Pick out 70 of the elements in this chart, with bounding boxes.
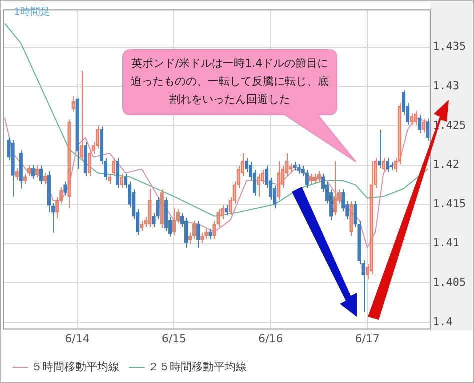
candlestick bbox=[72, 96, 76, 112]
candlestick bbox=[309, 173, 313, 185]
candlestick bbox=[390, 162, 394, 170]
candlestick bbox=[88, 150, 92, 177]
candlestick bbox=[112, 158, 116, 177]
candlestick bbox=[313, 173, 318, 185]
candlestick bbox=[68, 119, 72, 210]
x-tick-label: 6/16 bbox=[258, 332, 284, 346]
candlestick bbox=[224, 204, 228, 216]
candlestick bbox=[342, 189, 346, 212]
y-tick-label: 1.435 bbox=[433, 40, 466, 54]
candlestick bbox=[80, 70, 84, 162]
x-tick-label: 6/15 bbox=[162, 332, 187, 346]
x-tick-label: 6/17 bbox=[355, 332, 380, 346]
candlestick bbox=[15, 168, 19, 181]
legend-label: ２５時間移動平均線 bbox=[148, 360, 247, 374]
y-tick-label: 1.4 bbox=[433, 315, 454, 328]
candlestick bbox=[350, 200, 354, 237]
candlestick bbox=[108, 173, 112, 185]
candlestick bbox=[334, 160, 338, 216]
candlestick bbox=[208, 228, 212, 240]
candlestick bbox=[289, 163, 293, 173]
candlestick bbox=[293, 162, 297, 172]
candlestick bbox=[27, 164, 32, 177]
candlestick bbox=[172, 208, 176, 236]
candlestick bbox=[414, 110, 418, 126]
y-tick-label: 1.41 bbox=[433, 236, 460, 250]
candlestick bbox=[386, 158, 390, 173]
candlestick bbox=[244, 158, 249, 173]
y-tick-label: 1.415 bbox=[433, 197, 466, 210]
candlestick bbox=[200, 232, 204, 244]
y-tick-label: 1.405 bbox=[433, 276, 466, 290]
candlestick bbox=[426, 118, 430, 142]
candlestick bbox=[52, 202, 56, 234]
candlestick bbox=[164, 197, 168, 232]
candlestick bbox=[140, 220, 144, 232]
candlestick bbox=[160, 189, 164, 229]
candlestick bbox=[43, 172, 48, 185]
y-tick-label: 1.42 bbox=[433, 158, 460, 172]
legend-label: ５時間移動平均線 bbox=[32, 360, 120, 374]
annotation: 英ポンド/米ドルは一時1.4ドルの節目に迫ったものの、一転して反騰に転じ、底割れをいったん回避した bbox=[130, 56, 330, 108]
candlestick bbox=[418, 114, 422, 134]
candlestick bbox=[120, 173, 124, 189]
candlestick bbox=[256, 173, 261, 198]
candlestick bbox=[317, 171, 322, 184]
candlestick bbox=[76, 98, 80, 170]
candlestick bbox=[23, 173, 27, 185]
candlestick bbox=[148, 188, 152, 228]
candlestick bbox=[204, 228, 208, 240]
candlestick bbox=[64, 181, 68, 196]
candlestick bbox=[116, 158, 120, 189]
candlestick bbox=[11, 140, 15, 198]
candlestick bbox=[382, 158, 386, 173]
candlestick bbox=[39, 166, 44, 185]
candlestick bbox=[305, 169, 309, 189]
candlestick bbox=[422, 118, 426, 134]
candlestick bbox=[47, 171, 52, 213]
candlestick bbox=[84, 142, 88, 177]
candlestick bbox=[184, 217, 188, 248]
candlestick bbox=[196, 220, 200, 248]
candlestick bbox=[188, 232, 192, 244]
x-tick-label: 6/14 bbox=[65, 332, 90, 346]
candlestick bbox=[370, 160, 374, 276]
candlestick bbox=[31, 164, 36, 180]
y-tick-label: 1.43 bbox=[433, 80, 460, 93]
annotation: 1時間足 bbox=[14, 6, 50, 19]
candlestick bbox=[19, 150, 23, 190]
candlestick bbox=[277, 160, 281, 200]
candlestick bbox=[192, 220, 196, 240]
candlestick bbox=[410, 112, 414, 126]
